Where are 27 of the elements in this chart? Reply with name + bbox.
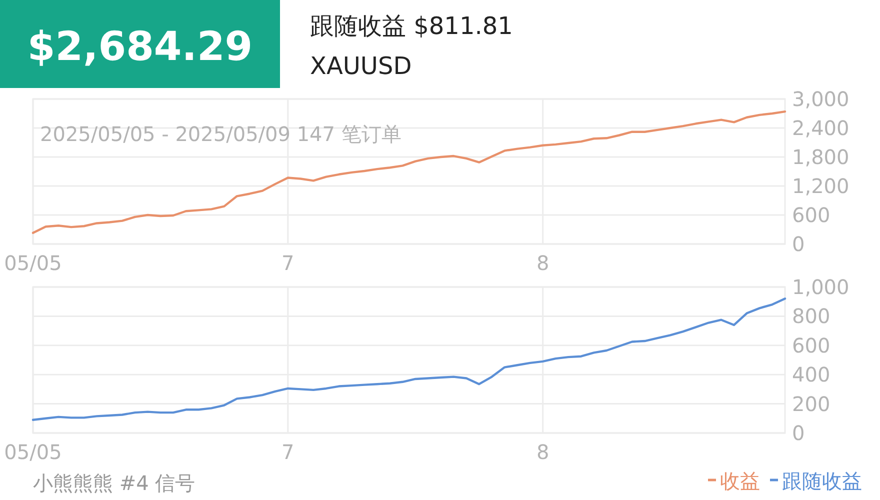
legend-label: 跟随收益: [782, 469, 862, 493]
line-series: [32, 110, 786, 234]
y-tick-label: 600: [792, 203, 830, 227]
legend-label: 收益: [720, 469, 760, 493]
y-tick-label: 1,200: [792, 174, 850, 198]
y-tick-label: 600: [792, 333, 830, 358]
chart-title: $2,684.29: [27, 24, 253, 70]
y-tick-label: 400: [792, 362, 830, 387]
y-tick-label: 800: [792, 304, 830, 328]
y-tick-label: 0: [792, 421, 805, 445]
y-tick-label: 1,800: [792, 145, 850, 169]
line-series: [32, 298, 786, 421]
x-tick-label: 8: [536, 440, 550, 464]
y-tick-label: 0: [792, 232, 805, 256]
y-tick-label: 200: [792, 392, 830, 416]
x-tick-label: 05/05: [4, 440, 62, 464]
x-tick-label: 05/05: [4, 251, 62, 275]
y-tick-label: 3,000: [792, 87, 850, 111]
text: XAUUSD: [310, 52, 412, 80]
y-tick-label: 2,400: [792, 116, 850, 140]
x-tick-label: 7: [282, 251, 294, 275]
x-tick-label: 8: [536, 251, 550, 275]
y-tick-label: 1,000: [792, 275, 850, 299]
chart-subtitle: 跟随收益 $811.81: [310, 12, 513, 40]
annotation: 2025/05/05 - 2025/05/09 147 笔订单: [40, 122, 402, 146]
text: 小熊熊熊 #4 信号: [33, 471, 196, 495]
x-tick-label: 7: [282, 440, 294, 464]
